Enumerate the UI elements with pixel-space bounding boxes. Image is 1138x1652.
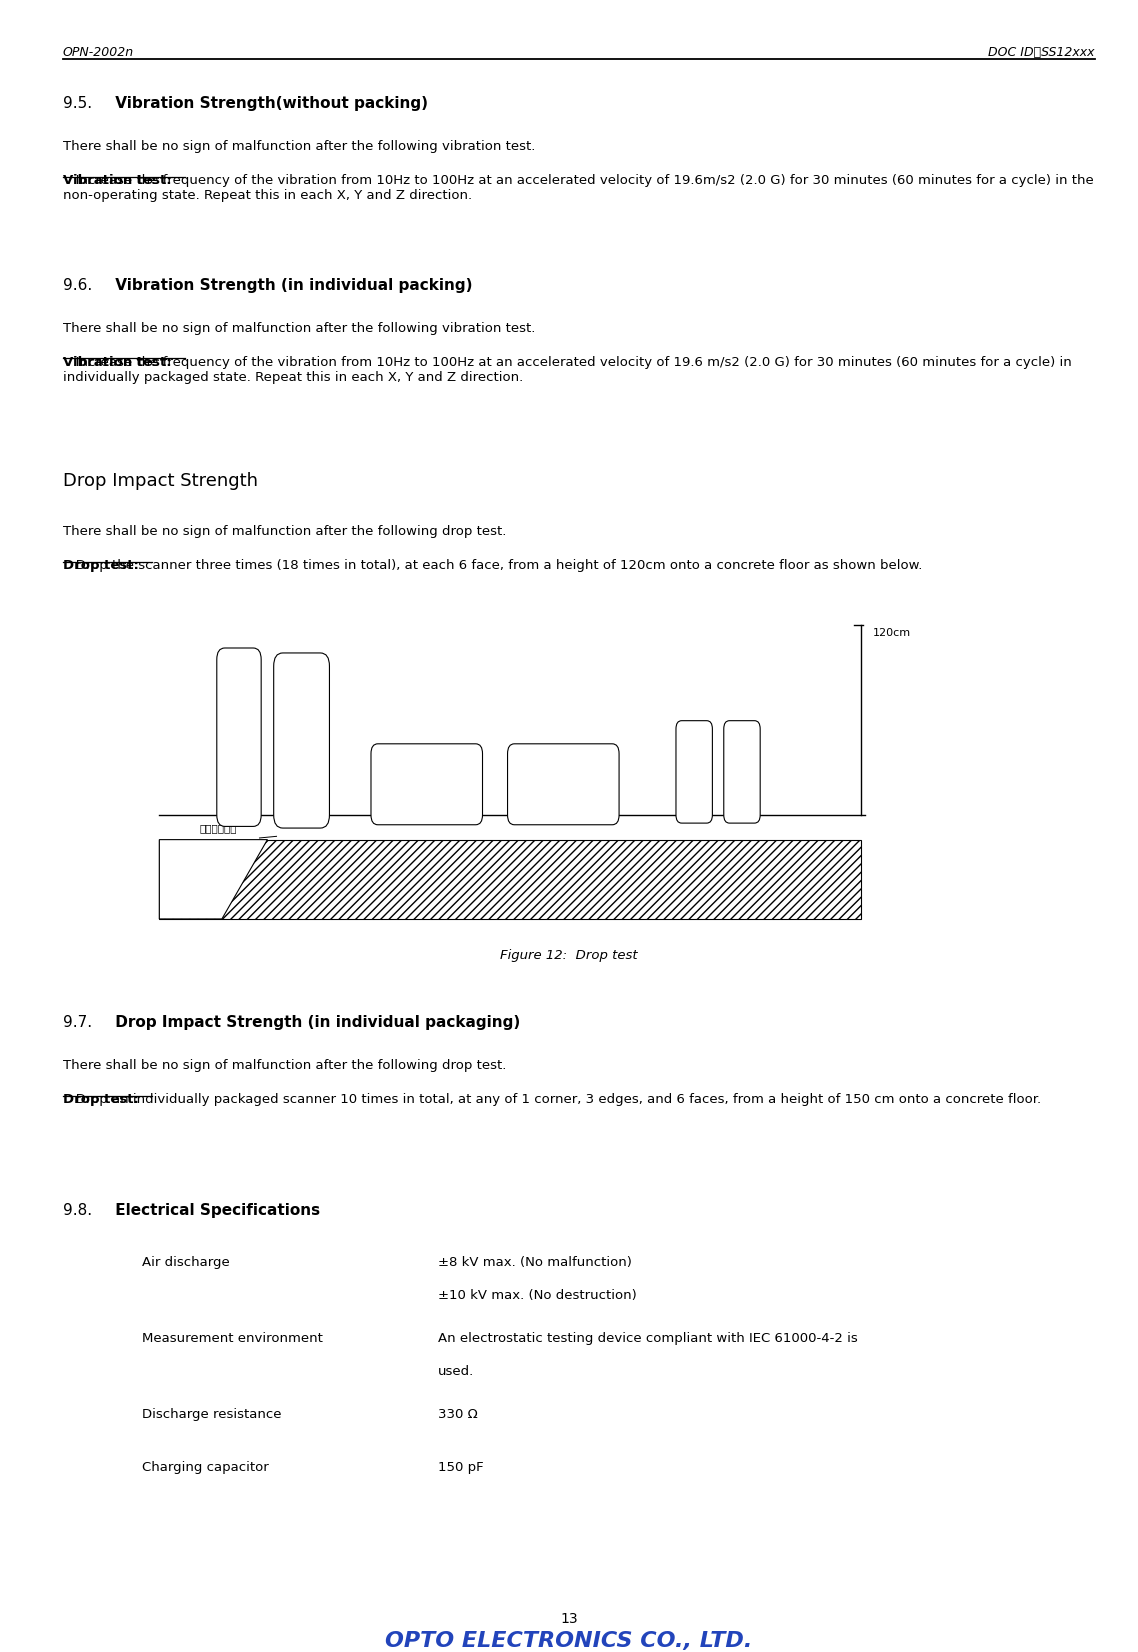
Text: Air discharge: Air discharge	[142, 1257, 230, 1269]
Text: An electrostatic testing device compliant with IEC 61000-4-2 is: An electrostatic testing device complian…	[438, 1333, 858, 1345]
Text: Measurement environment: Measurement environment	[142, 1333, 323, 1345]
Text: Increase the frequency of the vibration from 10Hz to 100Hz at an accelerated vel: Increase the frequency of the vibration …	[63, 175, 1094, 202]
Text: Drop Impact Strength: Drop Impact Strength	[63, 472, 257, 491]
Text: There shall be no sign of malfunction after the following vibration test.: There shall be no sign of malfunction af…	[63, 140, 535, 154]
FancyBboxPatch shape	[273, 653, 329, 828]
Text: 9.7.: 9.7.	[63, 1014, 92, 1029]
Text: コンクリート: コンクリート	[199, 823, 237, 833]
Text: Drop test:: Drop test:	[63, 1094, 139, 1107]
Text: 330 Ω: 330 Ω	[438, 1409, 478, 1421]
Text: Vibration test:: Vibration test:	[63, 357, 171, 368]
Polygon shape	[159, 839, 267, 919]
Text: OPTO ELECTRONICS CO., LTD.: OPTO ELECTRONICS CO., LTD.	[386, 1631, 752, 1650]
Text: There shall be no sign of malfunction after the following drop test.: There shall be no sign of malfunction af…	[63, 525, 506, 539]
Text: There shall be no sign of malfunction after the following drop test.: There shall be no sign of malfunction af…	[63, 1059, 506, 1072]
FancyBboxPatch shape	[159, 839, 861, 919]
Text: 9.5.: 9.5.	[63, 96, 92, 111]
FancyBboxPatch shape	[676, 720, 712, 823]
Text: Vibration Strength(without packing): Vibration Strength(without packing)	[110, 96, 428, 111]
Text: Drop test:: Drop test:	[63, 558, 139, 572]
Text: Drop the scanner three times (18 times in total), at each 6 face, from a height : Drop the scanner three times (18 times i…	[63, 558, 922, 572]
FancyBboxPatch shape	[371, 743, 483, 824]
Text: Discharge resistance: Discharge resistance	[142, 1409, 282, 1421]
FancyBboxPatch shape	[724, 720, 760, 823]
Text: used.: used.	[438, 1366, 475, 1378]
Text: ±10 kV max. (No destruction): ±10 kV max. (No destruction)	[438, 1290, 637, 1302]
Text: Electrical Specifications: Electrical Specifications	[110, 1204, 321, 1219]
Text: 150 pF: 150 pF	[438, 1462, 484, 1474]
Text: Vibration Strength (in individual packing): Vibration Strength (in individual packin…	[110, 278, 473, 292]
Text: 9.8.: 9.8.	[63, 1204, 92, 1219]
Text: Drop Impact Strength (in individual packaging): Drop Impact Strength (in individual pack…	[110, 1014, 521, 1029]
FancyBboxPatch shape	[216, 648, 261, 826]
Text: 120cm: 120cm	[873, 628, 912, 638]
Text: Vibration test:: Vibration test:	[63, 175, 171, 187]
Text: ±8 kV max. (No malfunction): ±8 kV max. (No malfunction)	[438, 1257, 632, 1269]
Text: Increase the frequency of the vibration from 10Hz to 100Hz at an accelerated vel: Increase the frequency of the vibration …	[63, 357, 1071, 383]
Text: OPN-2002n: OPN-2002n	[63, 46, 134, 59]
Text: Charging capacitor: Charging capacitor	[142, 1462, 269, 1474]
Text: 13: 13	[560, 1612, 578, 1626]
Text: 9.6.: 9.6.	[63, 278, 92, 292]
FancyBboxPatch shape	[508, 743, 619, 824]
Text: Drop an individually packaged scanner 10 times in total, at any of 1 corner, 3 e: Drop an individually packaged scanner 10…	[63, 1094, 1041, 1107]
Text: DOC ID：SS12xxx: DOC ID：SS12xxx	[988, 46, 1095, 59]
Text: Figure 12:  Drop test: Figure 12: Drop test	[501, 948, 637, 961]
Text: There shall be no sign of malfunction after the following vibration test.: There shall be no sign of malfunction af…	[63, 322, 535, 335]
